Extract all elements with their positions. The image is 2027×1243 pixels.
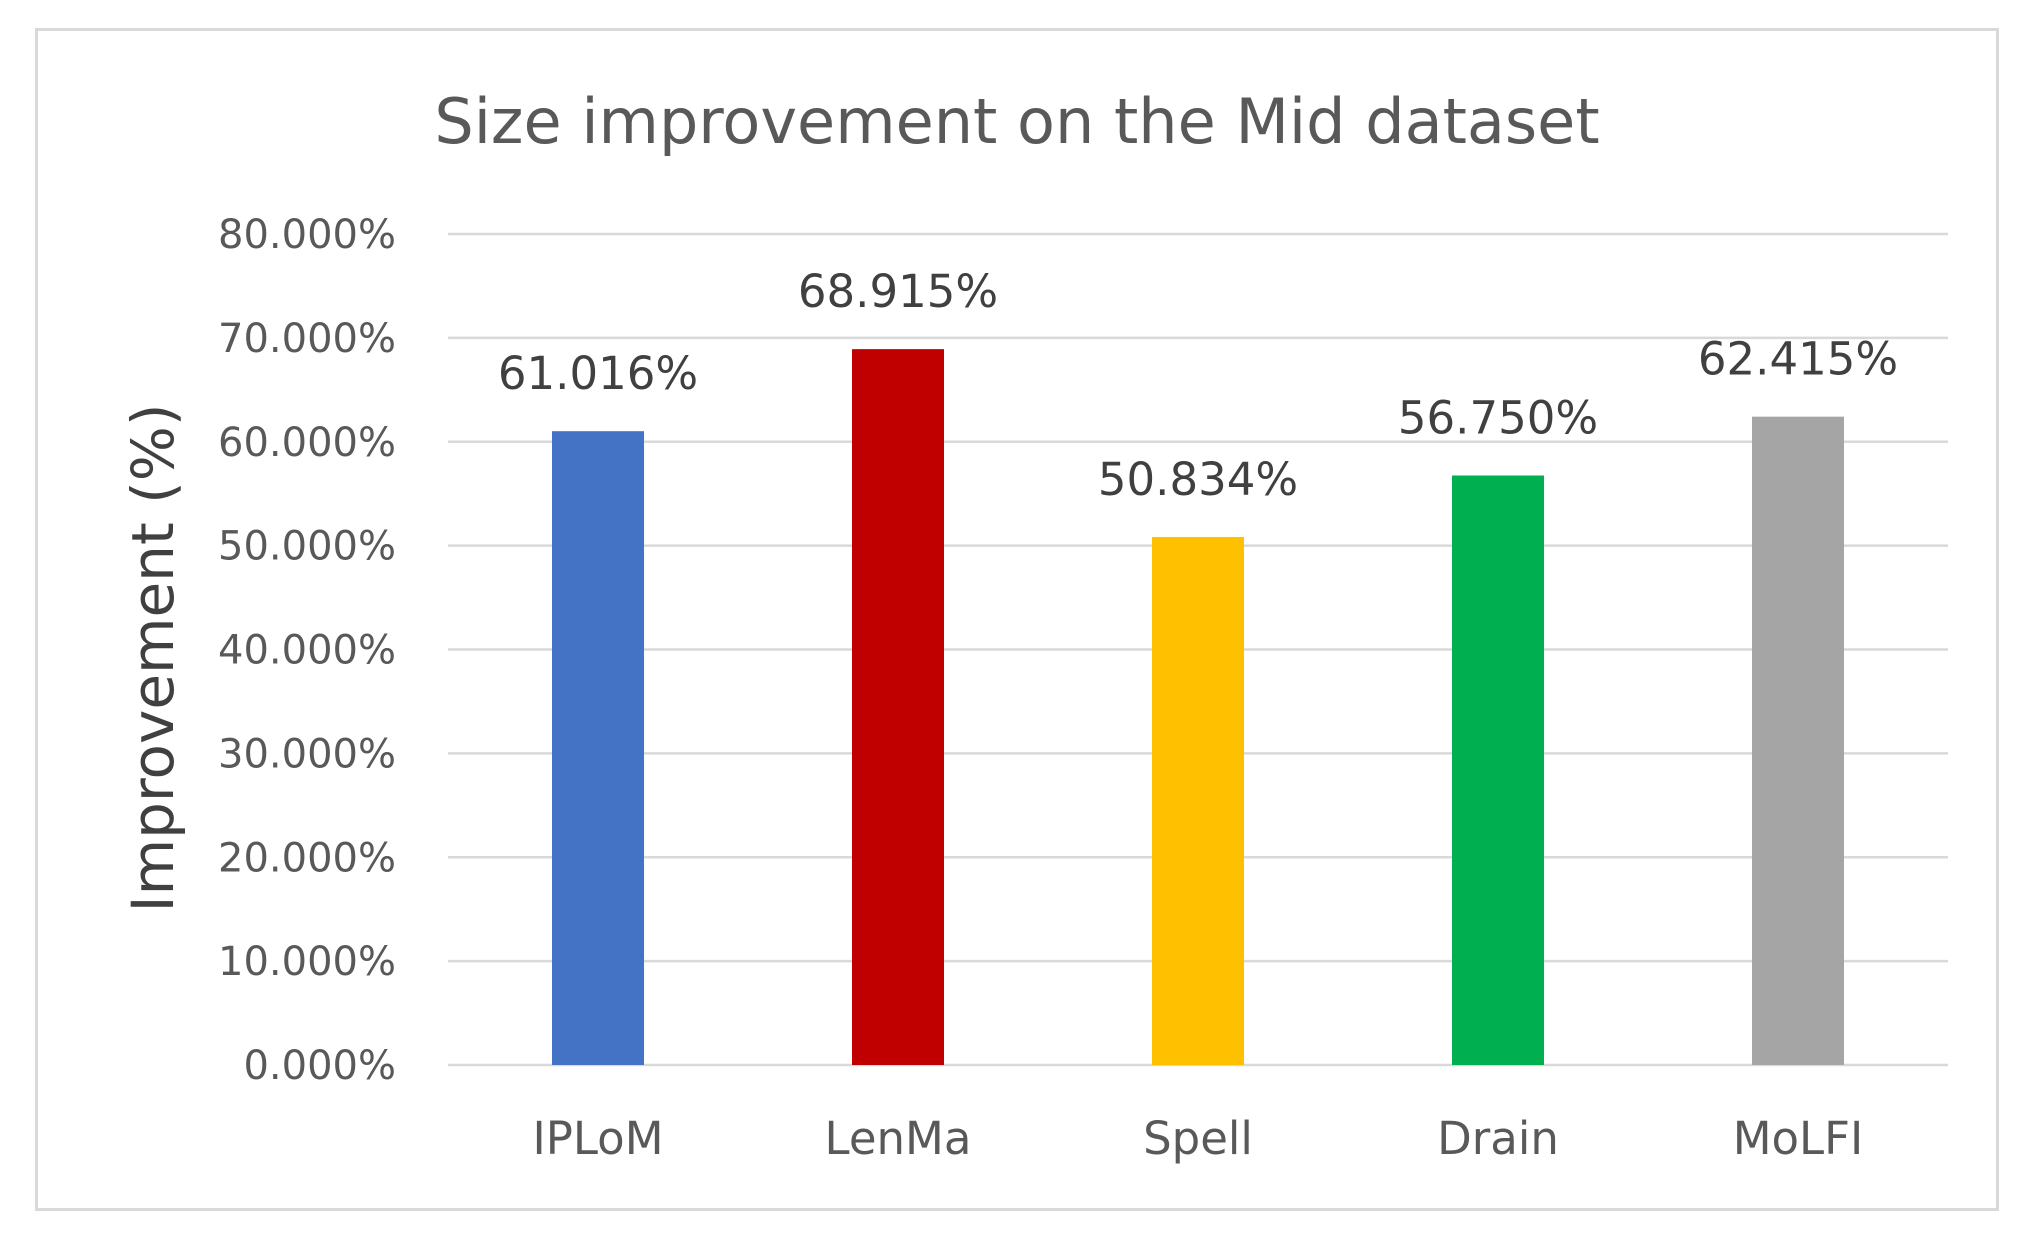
y-tick-label: 0.000% [243,1043,396,1089]
category-label-lenma: LenMa [825,1112,972,1165]
category-label-molfi: MoLFI [1733,1112,1864,1165]
data-label-drain: 56.750% [1398,392,1598,445]
category-label-iplom: IPLoM [532,1112,663,1165]
bars [552,349,1844,1065]
data-label-spell: 50.834% [1098,453,1298,506]
y-tick-label: 10.000% [218,939,396,985]
bar-iplom [552,431,644,1065]
data-label-lenma: 68.915% [798,265,998,318]
chart-title: Size improvement on the Mid dataset [434,85,1599,158]
y-tick-label: 30.000% [218,731,396,777]
y-tick-label: 20.000% [218,835,396,881]
x-axis-categories: IPLoM LenMa Spell Drain MoLFI [532,1112,1863,1165]
category-label-drain: Drain [1437,1112,1559,1165]
y-axis-title: Improvement (%) [119,404,187,913]
y-axis-ticks: 0.000% 10.000% 20.000% 30.000% 40.000% 50.000… [218,212,396,1089]
bar-chart: Size improvement on the Mid dataset Impr… [119,85,1948,1165]
y-tick-label: 40.000% [218,628,396,674]
data-labels: 61.016% 68.915% 50.834% 56.750% 62.415% [498,265,1898,506]
bar-molfi [1752,416,1844,1065]
bar-spell [1152,536,1244,1065]
data-label-iplom: 61.016% [498,347,698,400]
data-label-molfi: 62.415% [1698,333,1898,386]
bar-drain [1452,475,1544,1065]
y-tick-label: 60.000% [218,420,396,466]
category-label-spell: Spell [1143,1112,1253,1165]
y-tick-label: 70.000% [218,316,396,362]
chart-frame: Size improvement on the Mid dataset Impr… [35,28,1999,1211]
y-tick-label: 50.000% [218,524,396,570]
y-tick-label: 80.000% [218,212,396,258]
bar-lenma [852,349,944,1065]
